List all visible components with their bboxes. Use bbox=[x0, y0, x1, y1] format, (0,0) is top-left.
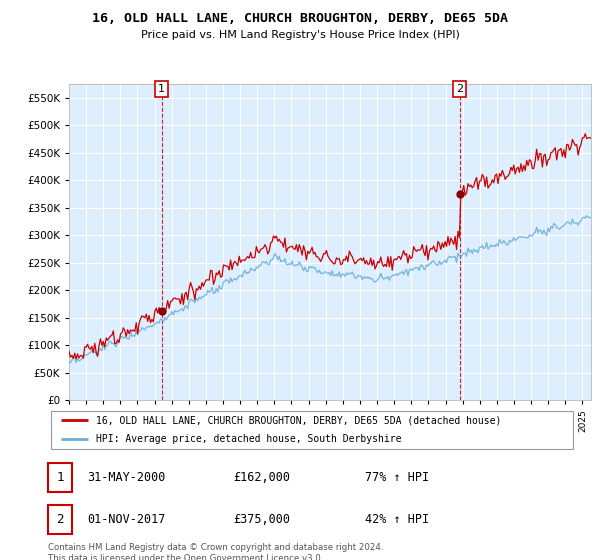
FancyBboxPatch shape bbox=[48, 505, 72, 534]
Text: 16, OLD HALL LANE, CHURCH BROUGHTON, DERBY, DE65 5DA (detached house): 16, OLD HALL LANE, CHURCH BROUGHTON, DER… bbox=[95, 415, 501, 425]
Text: Contains HM Land Registry data © Crown copyright and database right 2024.
This d: Contains HM Land Registry data © Crown c… bbox=[48, 543, 383, 560]
Text: £162,000: £162,000 bbox=[233, 471, 290, 484]
Text: 2: 2 bbox=[56, 513, 64, 526]
Text: 42% ↑ HPI: 42% ↑ HPI bbox=[365, 513, 429, 526]
Text: 2: 2 bbox=[456, 84, 463, 94]
FancyBboxPatch shape bbox=[48, 463, 72, 492]
Text: 1: 1 bbox=[56, 471, 64, 484]
Text: 1: 1 bbox=[158, 84, 165, 94]
Text: 31-MAY-2000: 31-MAY-2000 bbox=[88, 471, 166, 484]
Text: £375,000: £375,000 bbox=[233, 513, 290, 526]
Text: 01-NOV-2017: 01-NOV-2017 bbox=[88, 513, 166, 526]
Text: HPI: Average price, detached house, South Derbyshire: HPI: Average price, detached house, Sout… bbox=[95, 435, 401, 445]
FancyBboxPatch shape bbox=[50, 411, 574, 449]
Text: 77% ↑ HPI: 77% ↑ HPI bbox=[365, 471, 429, 484]
Text: 16, OLD HALL LANE, CHURCH BROUGHTON, DERBY, DE65 5DA: 16, OLD HALL LANE, CHURCH BROUGHTON, DER… bbox=[92, 12, 508, 25]
Text: Price paid vs. HM Land Registry's House Price Index (HPI): Price paid vs. HM Land Registry's House … bbox=[140, 30, 460, 40]
